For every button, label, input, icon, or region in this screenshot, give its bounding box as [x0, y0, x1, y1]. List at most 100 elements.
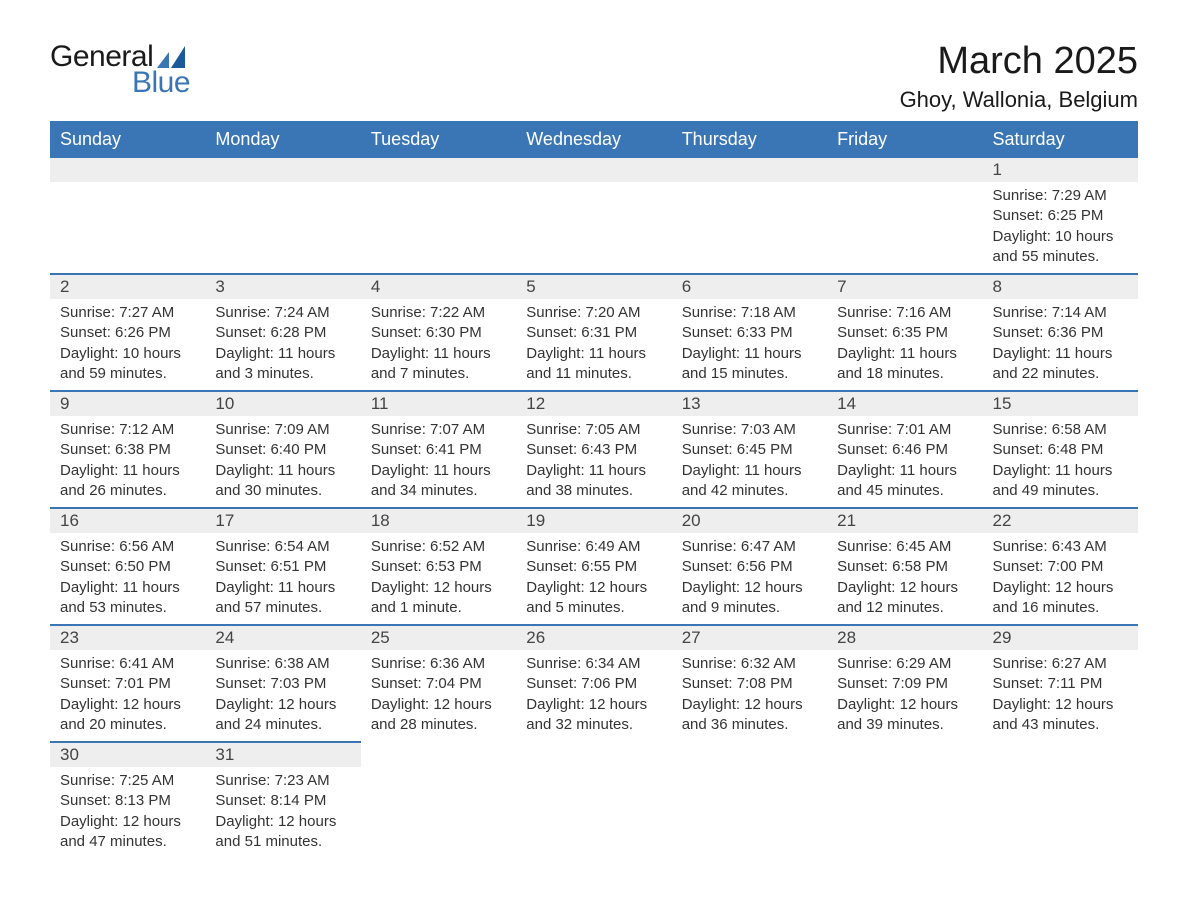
- sunset-line: Sunset: 6:28 PM: [215, 323, 350, 343]
- daylight-line: Daylight: 12 hours and 16 minutes.: [993, 578, 1128, 619]
- weekday-monday: Monday: [205, 121, 360, 158]
- day-content: [827, 182, 982, 260]
- daylight-line: Daylight: 12 hours and 32 minutes.: [526, 695, 661, 736]
- calendar-day-cell: 25Sunrise: 6:36 AMSunset: 7:04 PMDayligh…: [361, 625, 516, 742]
- weekday-tuesday: Tuesday: [361, 121, 516, 158]
- day-number: 8: [983, 275, 1138, 299]
- day-number: [361, 742, 516, 766]
- calendar-day-cell: 24Sunrise: 6:38 AMSunset: 7:03 PMDayligh…: [205, 625, 360, 742]
- sunrise-line: Sunrise: 7:20 AM: [526, 303, 661, 323]
- calendar-day-cell: [672, 158, 827, 274]
- day-number: 5: [516, 275, 671, 299]
- day-content: Sunrise: 7:24 AMSunset: 6:28 PMDaylight:…: [205, 299, 360, 390]
- day-number: [516, 158, 671, 182]
- calendar-day-cell: [516, 158, 671, 274]
- daylight-line: Daylight: 12 hours and 47 minutes.: [60, 812, 195, 853]
- day-content: Sunrise: 7:07 AMSunset: 6:41 PMDaylight:…: [361, 416, 516, 507]
- sunset-line: Sunset: 6:41 PM: [371, 440, 506, 460]
- sunrise-line: Sunrise: 7:16 AM: [837, 303, 972, 323]
- day-content: Sunrise: 6:32 AMSunset: 7:08 PMDaylight:…: [672, 650, 827, 741]
- day-content: [983, 766, 1138, 844]
- day-content: Sunrise: 6:27 AMSunset: 7:11 PMDaylight:…: [983, 650, 1138, 741]
- logo: General Blue: [50, 40, 190, 100]
- day-content: Sunrise: 6:58 AMSunset: 6:48 PMDaylight:…: [983, 416, 1138, 507]
- weekday-friday: Friday: [827, 121, 982, 158]
- sunset-line: Sunset: 6:53 PM: [371, 557, 506, 577]
- sunset-line: Sunset: 6:38 PM: [60, 440, 195, 460]
- daylight-line: Daylight: 11 hours and 42 minutes.: [682, 461, 817, 502]
- sunrise-line: Sunrise: 7:05 AM: [526, 420, 661, 440]
- sunrise-line: Sunrise: 6:34 AM: [526, 654, 661, 674]
- sunrise-line: Sunrise: 6:32 AM: [682, 654, 817, 674]
- day-content: Sunrise: 7:27 AMSunset: 6:26 PMDaylight:…: [50, 299, 205, 390]
- day-number: [516, 742, 671, 766]
- daylight-line: Daylight: 12 hours and 1 minute.: [371, 578, 506, 619]
- day-number: 1: [983, 158, 1138, 182]
- sunrise-line: Sunrise: 7:27 AM: [60, 303, 195, 323]
- sunrise-line: Sunrise: 6:38 AM: [215, 654, 350, 674]
- day-number: 11: [361, 392, 516, 416]
- calendar-day-cell: 7Sunrise: 7:16 AMSunset: 6:35 PMDaylight…: [827, 274, 982, 391]
- daylight-line: Daylight: 12 hours and 9 minutes.: [682, 578, 817, 619]
- day-content: [205, 182, 360, 260]
- daylight-line: Daylight: 11 hours and 7 minutes.: [371, 344, 506, 385]
- sunset-line: Sunset: 7:09 PM: [837, 674, 972, 694]
- calendar-day-cell: 1Sunrise: 7:29 AMSunset: 6:25 PMDaylight…: [983, 158, 1138, 274]
- daylight-line: Daylight: 12 hours and 43 minutes.: [993, 695, 1128, 736]
- sunrise-line: Sunrise: 7:09 AM: [215, 420, 350, 440]
- daylight-line: Daylight: 12 hours and 28 minutes.: [371, 695, 506, 736]
- calendar-day-cell: 17Sunrise: 6:54 AMSunset: 6:51 PMDayligh…: [205, 508, 360, 625]
- weekday-wednesday: Wednesday: [516, 121, 671, 158]
- daylight-line: Daylight: 12 hours and 51 minutes.: [215, 812, 350, 853]
- daylight-line: Daylight: 11 hours and 38 minutes.: [526, 461, 661, 502]
- day-content: Sunrise: 6:52 AMSunset: 6:53 PMDaylight:…: [361, 533, 516, 624]
- day-number: [50, 158, 205, 182]
- sunset-line: Sunset: 6:48 PM: [993, 440, 1128, 460]
- day-number: 31: [205, 743, 360, 767]
- sunset-line: Sunset: 6:40 PM: [215, 440, 350, 460]
- calendar-day-cell: [516, 742, 671, 858]
- page-header: General Blue March 2025 Ghoy, Wallonia, …: [50, 40, 1138, 113]
- sunset-line: Sunset: 8:14 PM: [215, 791, 350, 811]
- sunrise-line: Sunrise: 6:27 AM: [993, 654, 1128, 674]
- sunrise-line: Sunrise: 7:25 AM: [60, 771, 195, 791]
- sunset-line: Sunset: 7:03 PM: [215, 674, 350, 694]
- day-content: Sunrise: 7:03 AMSunset: 6:45 PMDaylight:…: [672, 416, 827, 507]
- sunrise-line: Sunrise: 6:49 AM: [526, 537, 661, 557]
- sunset-line: Sunset: 7:01 PM: [60, 674, 195, 694]
- day-number: 4: [361, 275, 516, 299]
- day-number: 3: [205, 275, 360, 299]
- daylight-line: Daylight: 11 hours and 18 minutes.: [837, 344, 972, 385]
- calendar-week-row: 1Sunrise: 7:29 AMSunset: 6:25 PMDaylight…: [50, 158, 1138, 274]
- sunset-line: Sunset: 7:08 PM: [682, 674, 817, 694]
- day-content: [672, 766, 827, 844]
- calendar-day-cell: 13Sunrise: 7:03 AMSunset: 6:45 PMDayligh…: [672, 391, 827, 508]
- calendar-week-row: 16Sunrise: 6:56 AMSunset: 6:50 PMDayligh…: [50, 508, 1138, 625]
- day-content: Sunrise: 6:43 AMSunset: 7:00 PMDaylight:…: [983, 533, 1138, 624]
- calendar-week-row: 30Sunrise: 7:25 AMSunset: 8:13 PMDayligh…: [50, 742, 1138, 858]
- calendar-day-cell: 6Sunrise: 7:18 AMSunset: 6:33 PMDaylight…: [672, 274, 827, 391]
- daylight-line: Daylight: 11 hours and 49 minutes.: [993, 461, 1128, 502]
- day-number: 22: [983, 509, 1138, 533]
- day-number: 17: [205, 509, 360, 533]
- day-content: Sunrise: 7:23 AMSunset: 8:14 PMDaylight:…: [205, 767, 360, 858]
- day-content: Sunrise: 6:47 AMSunset: 6:56 PMDaylight:…: [672, 533, 827, 624]
- day-content: Sunrise: 7:22 AMSunset: 6:30 PMDaylight:…: [361, 299, 516, 390]
- calendar-day-cell: 5Sunrise: 7:20 AMSunset: 6:31 PMDaylight…: [516, 274, 671, 391]
- sunrise-line: Sunrise: 6:58 AM: [993, 420, 1128, 440]
- day-number: 12: [516, 392, 671, 416]
- sunrise-line: Sunrise: 7:29 AM: [993, 186, 1128, 206]
- day-content: [827, 766, 982, 844]
- calendar-day-cell: 23Sunrise: 6:41 AMSunset: 7:01 PMDayligh…: [50, 625, 205, 742]
- day-number: 20: [672, 509, 827, 533]
- sunset-line: Sunset: 6:26 PM: [60, 323, 195, 343]
- daylight-line: Daylight: 12 hours and 20 minutes.: [60, 695, 195, 736]
- sunset-line: Sunset: 8:13 PM: [60, 791, 195, 811]
- weekday-header-row: Sunday Monday Tuesday Wednesday Thursday…: [50, 121, 1138, 158]
- daylight-line: Daylight: 12 hours and 39 minutes.: [837, 695, 972, 736]
- calendar-day-cell: 4Sunrise: 7:22 AMSunset: 6:30 PMDaylight…: [361, 274, 516, 391]
- calendar-day-cell: 12Sunrise: 7:05 AMSunset: 6:43 PMDayligh…: [516, 391, 671, 508]
- day-content: Sunrise: 7:25 AMSunset: 8:13 PMDaylight:…: [50, 767, 205, 858]
- day-content: [672, 182, 827, 260]
- day-number: [205, 158, 360, 182]
